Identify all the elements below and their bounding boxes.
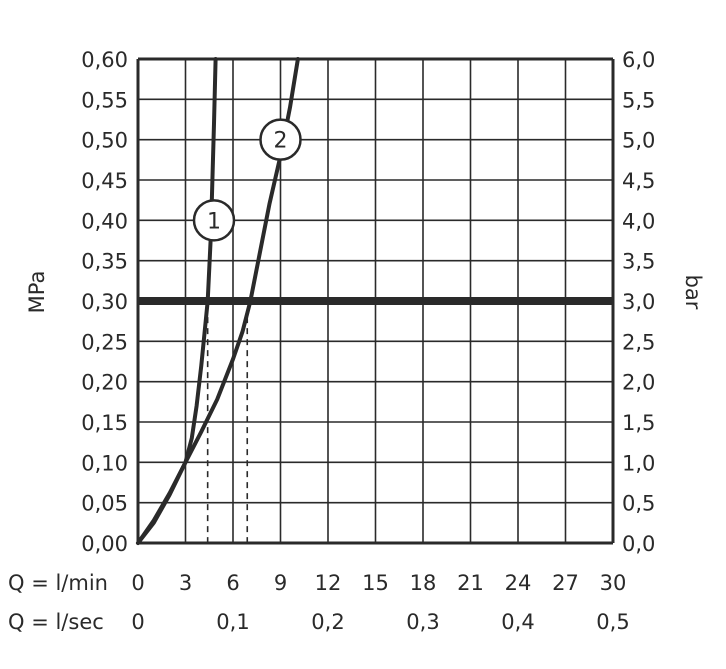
series-curves — [136, 57, 300, 545]
y-tick-label-right: 1,5 — [622, 411, 655, 435]
y-tick-label-left: 0,10 — [81, 451, 128, 475]
x-tick-label-lmin: 9 — [274, 571, 287, 595]
x-tick-label-lmin: 3 — [179, 571, 192, 595]
y-tick-label-right: 2,5 — [622, 330, 655, 354]
series-marker-label-1: 1 — [207, 209, 221, 234]
y-tick-label-left: 0,45 — [81, 169, 128, 193]
x-row-label-lsec: Q = l/sec — [8, 610, 104, 634]
reference-lines — [138, 297, 613, 543]
x-tick-label-lmin: 30 — [600, 571, 627, 595]
y-tick-label-left: 0,50 — [81, 129, 128, 153]
x-tick-label-lsec: 0,4 — [501, 610, 534, 634]
y-tick-label-right: 0,5 — [622, 492, 655, 516]
curve-series-2 — [136, 57, 300, 545]
x-tick-label-lsec: 0,2 — [311, 610, 344, 634]
y-tick-label-left: 0,25 — [81, 330, 128, 354]
y-tick-label-left: 0,05 — [81, 492, 128, 516]
tick-labels: 0,000,050,100,150,200,250,300,350,400,45… — [81, 48, 655, 634]
series-marker-circle-2 — [259, 118, 302, 161]
x-row-label-lmin: Q = l/min — [8, 571, 108, 595]
y-tick-label-left: 0,30 — [81, 290, 128, 314]
y-tick-label-right: 4,5 — [622, 169, 655, 193]
x-tick-label-lsec: 0 — [131, 610, 144, 634]
y-tick-label-right: 6,0 — [622, 48, 655, 72]
y-axis-label-right: bar — [681, 275, 705, 310]
y-tick-label-right: 4,0 — [622, 209, 655, 233]
x-tick-label-lmin: 27 — [552, 571, 579, 595]
x-tick-label-lmin: 21 — [457, 571, 484, 595]
x-tick-label-lmin: 0 — [131, 571, 144, 595]
y-tick-label-right: 0,0 — [622, 532, 655, 556]
x-tick-label-lmin: 6 — [226, 571, 239, 595]
y-tick-label-right: 5,5 — [622, 88, 655, 112]
x-tick-label-lsec: 0,3 — [406, 610, 439, 634]
x-tick-label-lmin: 24 — [505, 571, 532, 595]
y-tick-label-right: 3,5 — [622, 250, 655, 274]
y-tick-label-left: 0,15 — [81, 411, 128, 435]
y-tick-label-left: 0,35 — [81, 250, 128, 274]
y-tick-label-right: 5,0 — [622, 129, 655, 153]
x-tick-label-lmin: 18 — [410, 571, 437, 595]
y-axis-label-left: MPa — [25, 271, 49, 314]
y-tick-label-right: 3,0 — [622, 290, 655, 314]
x-tick-label-lsec: 0,5 — [596, 610, 629, 634]
y-tick-label-right: 1,0 — [622, 451, 655, 475]
y-tick-label-left: 0,55 — [81, 88, 128, 112]
x-tick-label-lmin: 15 — [362, 571, 389, 595]
x-tick-label-lsec: 0,1 — [216, 610, 249, 634]
series-marker-circle-1 — [192, 199, 236, 242]
y-tick-label-left: 0,40 — [81, 209, 128, 233]
x-tick-label-lmin: 12 — [315, 571, 342, 595]
y-tick-label-left: 0,00 — [81, 532, 128, 556]
y-tick-label-left: 0,60 — [81, 48, 128, 72]
series-marker-label-2: 2 — [274, 129, 288, 154]
y-tick-label-right: 2,0 — [622, 371, 655, 395]
series-markers: 12 — [192, 118, 302, 242]
y-tick-label-left: 0,20 — [81, 371, 128, 395]
